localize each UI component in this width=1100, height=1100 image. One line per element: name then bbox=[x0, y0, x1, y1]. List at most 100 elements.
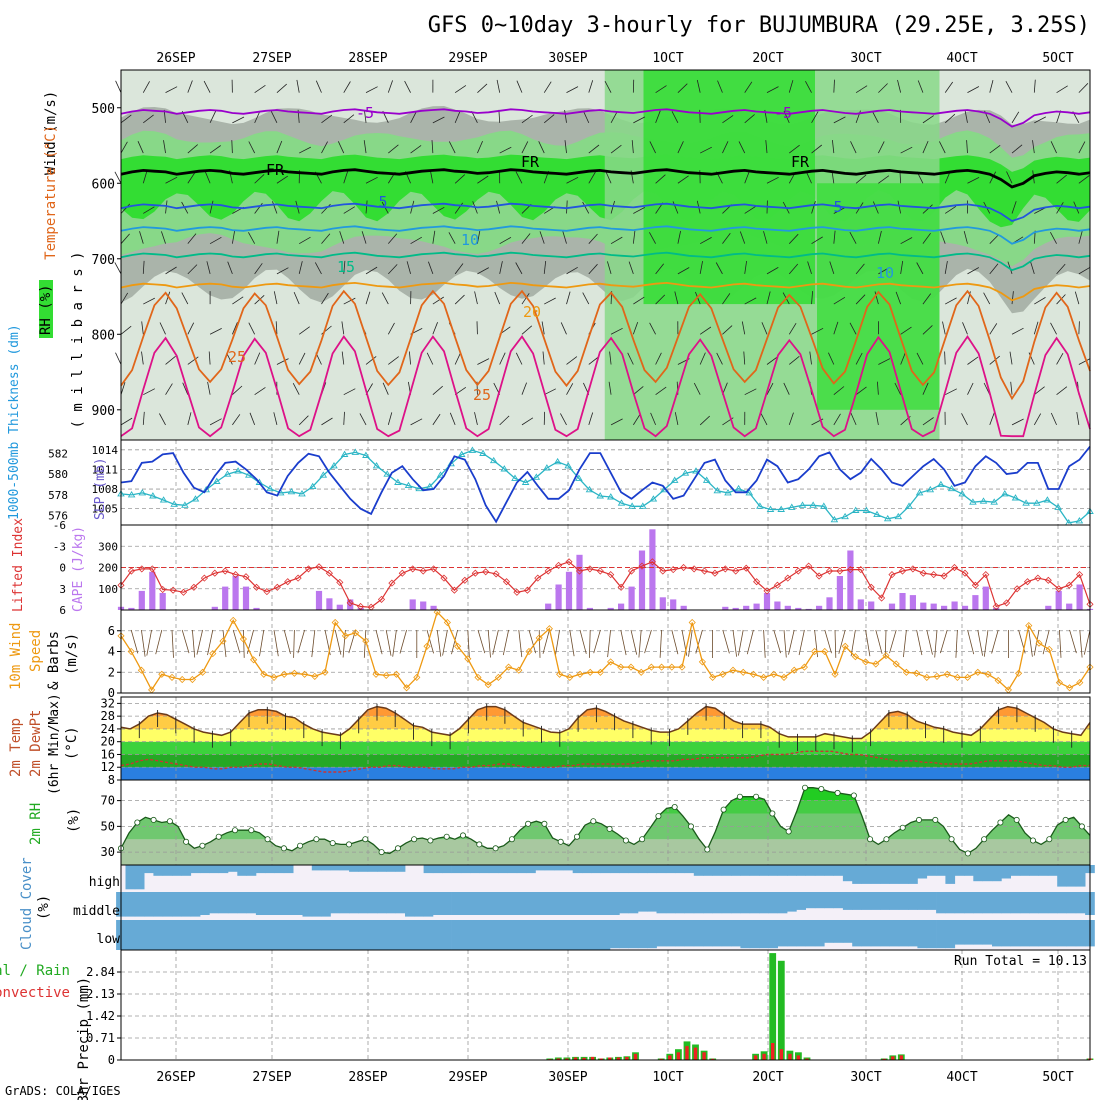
wind-barb bbox=[855, 294, 866, 305]
cape-bar bbox=[847, 550, 854, 610]
cloud-bar-high bbox=[759, 865, 769, 876]
rh-point bbox=[183, 838, 190, 845]
wind-barb bbox=[248, 141, 256, 154]
rh-point bbox=[541, 820, 548, 827]
lifted-index-point bbox=[1013, 585, 1021, 593]
wind-barb bbox=[115, 80, 122, 93]
wind-barb bbox=[432, 230, 436, 244]
wind-barb-10m bbox=[297, 629, 305, 654]
cloud-bar-middle bbox=[144, 892, 154, 917]
lifted-index-point bbox=[242, 573, 250, 581]
isotherm-freezing bbox=[120, 168, 1091, 189]
cape-bar bbox=[586, 607, 593, 610]
cloud-bar-low bbox=[1066, 920, 1077, 947]
rh-color-band bbox=[121, 800, 1090, 814]
wind-speed-point bbox=[137, 666, 145, 674]
wind-speed-point bbox=[882, 652, 890, 660]
cloud-bar-low bbox=[600, 920, 611, 950]
cloud-bar-low bbox=[470, 920, 480, 950]
lifted-index-point bbox=[284, 578, 292, 586]
contour-label: -5 bbox=[356, 104, 374, 122]
lifted-index-tick-label: 6 bbox=[59, 604, 66, 617]
wind-barb bbox=[744, 297, 757, 305]
thickness-point bbox=[532, 473, 541, 480]
wind-barb bbox=[766, 86, 779, 94]
wind-barb bbox=[833, 207, 846, 214]
rh-point bbox=[215, 833, 222, 840]
cape-tick-label: 300 bbox=[98, 540, 118, 553]
thickness-point bbox=[394, 478, 402, 485]
lifted-index-point bbox=[648, 558, 656, 566]
wind-barb bbox=[655, 174, 666, 184]
cloud-bar-high bbox=[200, 865, 210, 874]
precip-convective-bar bbox=[582, 1057, 586, 1060]
cloud-bar-middle bbox=[526, 892, 536, 915]
cloud-bar-low bbox=[1010, 920, 1021, 947]
wind-barb bbox=[499, 415, 510, 426]
wind-barb bbox=[677, 267, 690, 275]
cloud-bar-high bbox=[460, 865, 471, 874]
cloud-bar-middle bbox=[321, 892, 331, 917]
cloud-bar-low bbox=[619, 920, 629, 949]
precip-convective-bar bbox=[676, 1052, 681, 1060]
rh-point bbox=[313, 836, 320, 843]
thickness-point bbox=[979, 497, 988, 504]
wind-speed-point bbox=[229, 616, 237, 624]
lifted-index-point bbox=[825, 567, 834, 575]
rh-point bbox=[753, 793, 760, 800]
cloud-bar-high bbox=[1075, 865, 1086, 887]
cape-bar bbox=[961, 605, 969, 611]
wind-barb bbox=[454, 110, 461, 124]
cloud-bar-high bbox=[1066, 865, 1077, 887]
cloud-bar-high bbox=[516, 865, 527, 874]
wind-barb bbox=[382, 382, 389, 395]
panel-precip-frame bbox=[120, 949, 1091, 1061]
wind-barb bbox=[789, 144, 800, 154]
rh-color-band bbox=[121, 787, 1090, 801]
wind-barb bbox=[811, 200, 816, 214]
cloud-bar-high bbox=[600, 865, 611, 874]
wind-barb bbox=[855, 263, 865, 275]
thickness-point bbox=[670, 476, 679, 483]
thickness-point bbox=[468, 446, 477, 453]
wind-barb-10m bbox=[259, 629, 265, 657]
wind-barb bbox=[1078, 266, 1091, 275]
wind-barb bbox=[744, 206, 756, 214]
thickness-point bbox=[223, 470, 232, 477]
thickness-point bbox=[1001, 490, 1009, 497]
cloud-bar-low bbox=[349, 920, 359, 950]
wind-barb bbox=[983, 292, 991, 305]
wind-barb-10m bbox=[620, 629, 627, 656]
temp-color-band bbox=[121, 697, 1090, 703]
thickness-point bbox=[575, 474, 583, 481]
rh-point bbox=[231, 827, 238, 834]
cloud-bar-low bbox=[395, 920, 406, 950]
wind-speed-point bbox=[352, 629, 360, 637]
wind-barb bbox=[717, 80, 723, 93]
wind-barb bbox=[454, 202, 464, 214]
contour-label: 10 bbox=[876, 264, 894, 282]
wind-barb bbox=[945, 297, 957, 305]
wind-barb bbox=[788, 412, 794, 426]
precip-convective-bar bbox=[556, 1058, 560, 1060]
wind-barb-10m bbox=[283, 629, 291, 654]
wind-barb bbox=[165, 355, 176, 365]
wind-barb bbox=[633, 116, 646, 124]
wind-speed-point bbox=[831, 670, 839, 678]
temp-line bbox=[120, 705, 1091, 740]
precip-convective-bar bbox=[779, 1049, 783, 1060]
thickness-point bbox=[820, 502, 828, 509]
precip-tick-label: 1.42 bbox=[86, 1009, 115, 1023]
rh-point bbox=[655, 813, 662, 820]
wind-barb bbox=[655, 263, 665, 275]
wind-barb-10m bbox=[991, 629, 999, 654]
precip-convective-bar bbox=[685, 1046, 689, 1060]
wind-speed-point bbox=[311, 672, 319, 680]
wind-barb bbox=[142, 81, 150, 93]
thickness-point bbox=[788, 503, 796, 510]
lifted-index-point bbox=[763, 587, 771, 595]
rh-point bbox=[508, 836, 515, 843]
rh-tick-label: 70 bbox=[101, 794, 115, 808]
cloud-bar-low bbox=[209, 920, 219, 950]
cloud-bar-low bbox=[992, 920, 1002, 947]
